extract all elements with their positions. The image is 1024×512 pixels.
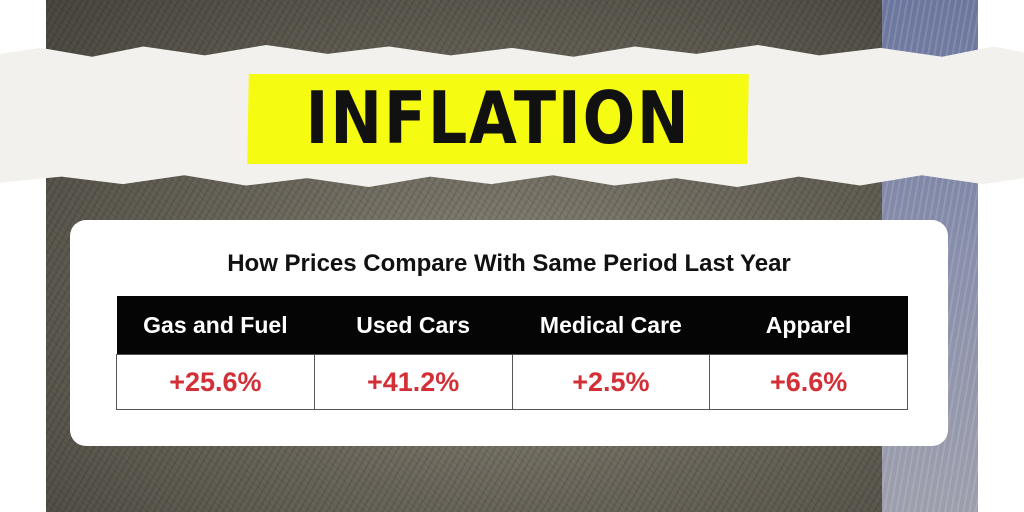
card-title: How Prices Compare With Same Period Last… — [227, 250, 791, 277]
table-header-row: Gas and Fuel Used Cars Medical Care Appa… — [116, 296, 908, 355]
column-header: Apparel — [709, 296, 908, 355]
column-header: Medical Care — [512, 296, 710, 355]
headline-title: INFLATION — [305, 76, 691, 160]
value-cell: +25.6% — [116, 354, 315, 410]
value-cell: +2.5% — [511, 354, 711, 410]
table-row: +25.6% +41.2% +2.5% +6.6% — [116, 354, 908, 410]
value-cell: +6.6% — [709, 354, 908, 410]
column-header: Used Cars — [314, 296, 512, 355]
value-cell: +41.2% — [313, 354, 513, 410]
column-header: Gas and Fuel — [116, 296, 315, 355]
stats-card: How Prices Compare With Same Period Last… — [70, 220, 948, 446]
price-comparison-table: Gas and Fuel Used Cars Medical Care Appa… — [116, 296, 908, 410]
